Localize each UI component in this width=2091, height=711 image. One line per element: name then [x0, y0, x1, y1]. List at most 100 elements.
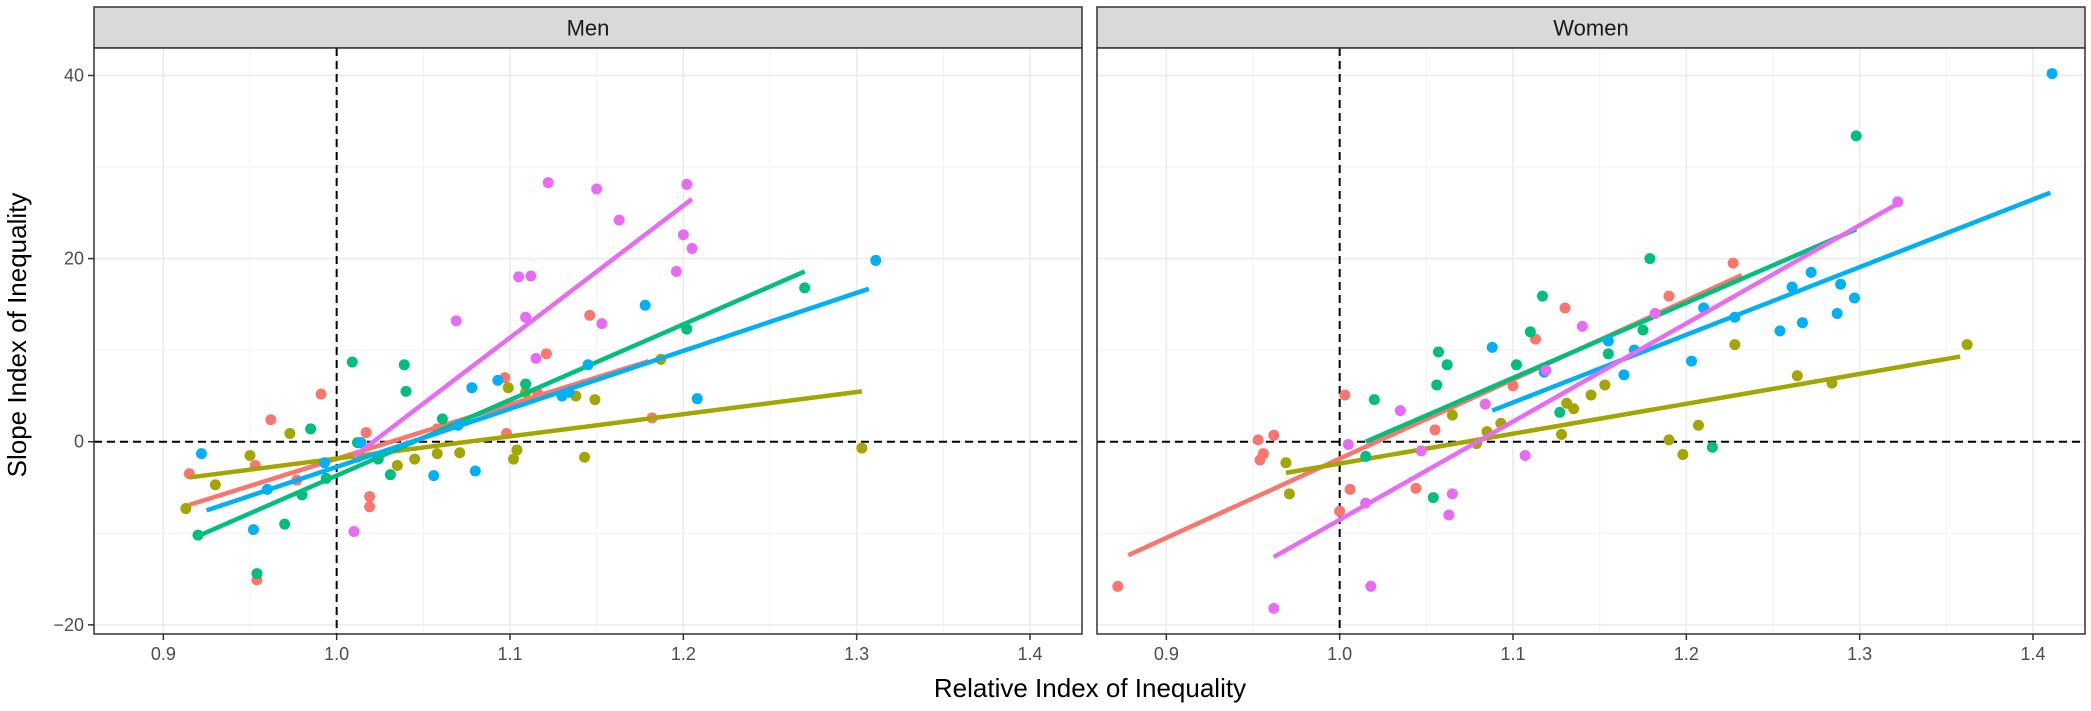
- panel-border: [93, 47, 1083, 635]
- data-point: [180, 503, 192, 515]
- data-point: [1556, 428, 1568, 440]
- data-point: [1602, 335, 1614, 347]
- data-point: [525, 270, 537, 282]
- strip-label: Women: [1553, 16, 1628, 41]
- data-point: [2046, 68, 2058, 80]
- data-point: [1831, 308, 1843, 320]
- data-point: [1663, 434, 1675, 446]
- data-point: [1486, 341, 1498, 353]
- facet-men: Men 0.9 1.0 1.1 1.2 1.3 1.4 −20 0 20 40: [53, 6, 1083, 664]
- data-point: [409, 453, 421, 465]
- data-point: [1268, 429, 1280, 441]
- x-tick-label: 1.1: [1500, 644, 1525, 664]
- data-point: [870, 254, 882, 266]
- data-point: [1368, 394, 1380, 406]
- data-point: [1727, 257, 1739, 269]
- data-point: [364, 501, 376, 513]
- data-point: [1394, 405, 1406, 417]
- data-point: [1524, 326, 1536, 338]
- panel-background: [94, 48, 1082, 634]
- data-point: [1850, 130, 1862, 142]
- y-axis-title: Slope Index of Inequality: [2, 193, 32, 478]
- data-point: [1729, 339, 1741, 351]
- data-point: [492, 374, 504, 386]
- data-point: [1559, 302, 1571, 314]
- data-point: [1540, 364, 1552, 376]
- series-3: [192, 269, 811, 580]
- data-point: [799, 282, 811, 294]
- data-point: [1112, 580, 1124, 592]
- data-point: [391, 460, 403, 472]
- data-point: [1576, 320, 1588, 332]
- data-point: [319, 457, 331, 469]
- data-point: [1961, 339, 1973, 351]
- data-point: [1649, 308, 1661, 320]
- data-point: [1334, 505, 1346, 517]
- data-point: [1410, 482, 1422, 494]
- data-point: [1796, 317, 1808, 329]
- series-4: [195, 254, 882, 536]
- x-tick-label: 1.3: [1847, 644, 1872, 664]
- data-point: [428, 470, 440, 482]
- data-point: [582, 359, 594, 371]
- x-axis: 0.9 1.0 1.1 1.2 1.3 1.4: [151, 634, 1043, 664]
- data-point: [348, 525, 360, 537]
- y-tick-label: 40: [64, 65, 84, 85]
- data-point: [195, 448, 207, 460]
- data-point: [1339, 389, 1351, 401]
- data-point: [520, 311, 532, 323]
- data-point: [1519, 449, 1531, 461]
- data-point: [1599, 379, 1611, 391]
- x-tick-label: 0.9: [1154, 644, 1179, 664]
- data-point: [1786, 281, 1798, 293]
- x-tick-label: 1.4: [1017, 644, 1042, 664]
- x-axis-title: Relative Index of Inequality: [934, 673, 1246, 703]
- data-point: [1554, 406, 1566, 418]
- data-point: [466, 382, 478, 394]
- data-point: [1344, 483, 1356, 495]
- data-point: [1431, 379, 1443, 391]
- data-point: [1848, 292, 1860, 304]
- data-point: [1568, 403, 1580, 415]
- data-point: [284, 427, 296, 439]
- x-axis: 0.9 1.0 1.1 1.2 1.3 1.4: [1154, 634, 2046, 664]
- data-point: [584, 309, 596, 321]
- data-point: [400, 385, 412, 397]
- data-point: [1432, 346, 1444, 358]
- data-point: [1415, 445, 1427, 457]
- x-tick-label: 0.9: [151, 644, 176, 664]
- strip-background: [93, 6, 1083, 49]
- data-point: [209, 479, 221, 491]
- data-point: [1536, 290, 1548, 302]
- y-tick-label: −20: [53, 615, 84, 635]
- data-point: [1360, 450, 1372, 462]
- regression-line: [352, 197, 694, 459]
- data-point: [1427, 492, 1439, 504]
- x-tick-label: 1.2: [1674, 644, 1699, 664]
- data-point: [346, 356, 358, 368]
- x-tick-label: 1.4: [2020, 644, 2045, 664]
- data-point: [1706, 441, 1718, 453]
- data-point: [454, 447, 466, 459]
- data-point: [1602, 348, 1614, 360]
- data-point: [681, 178, 693, 190]
- panel-border: [1096, 47, 2086, 635]
- data-point: [265, 414, 277, 426]
- regression-line: [197, 269, 806, 539]
- strip-label: Men: [567, 16, 610, 41]
- data-point: [596, 318, 608, 330]
- data-point: [1446, 488, 1458, 500]
- data-point: [502, 382, 514, 394]
- data-point: [315, 388, 327, 400]
- data-point: [1283, 488, 1295, 500]
- x-tick-label: 1.0: [1327, 644, 1352, 664]
- data-point: [542, 177, 554, 189]
- data-point: [1618, 369, 1630, 381]
- data-point: [1774, 325, 1786, 337]
- data-point: [686, 243, 698, 255]
- data-point: [247, 524, 259, 536]
- x-tick-label: 1.2: [671, 644, 696, 664]
- data-point: [1686, 355, 1698, 367]
- regression-line: [189, 389, 863, 480]
- y-tick-label: 20: [64, 249, 84, 269]
